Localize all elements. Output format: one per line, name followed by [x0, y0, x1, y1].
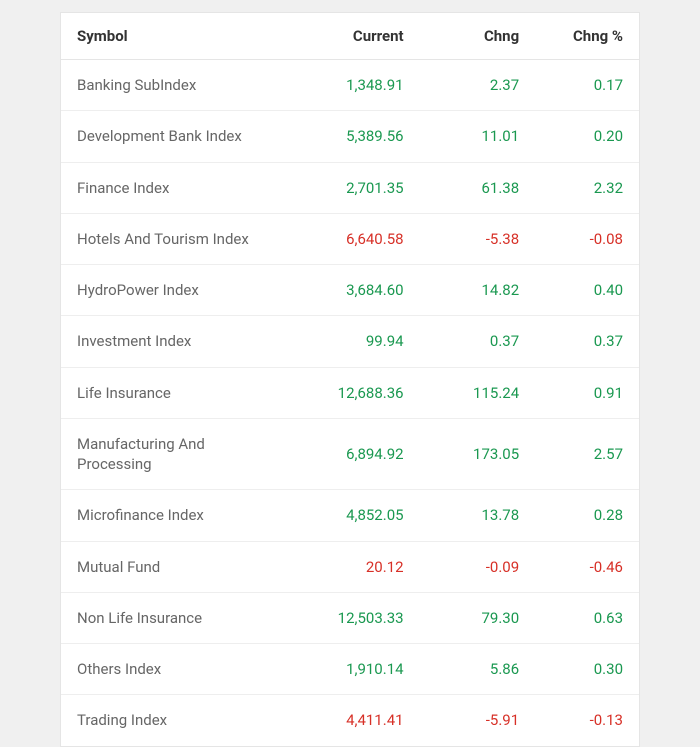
- table-row: Investment Index99.940.370.37: [61, 316, 639, 367]
- cell-chng-pct: -0.46: [529, 541, 639, 592]
- cell-chng: -5.91: [414, 695, 530, 746]
- cell-current: 1,910.14: [281, 644, 414, 695]
- cell-chng: 79.30: [414, 592, 530, 643]
- table-row: Hotels And Tourism Index6,640.58-5.38-0.…: [61, 213, 639, 264]
- cell-chng: -5.38: [414, 213, 530, 264]
- cell-current: 1,348.91: [281, 60, 414, 111]
- cell-chng: 14.82: [414, 265, 530, 316]
- cell-chng: 11.01: [414, 111, 530, 162]
- table-row: Banking SubIndex1,348.912.370.17: [61, 60, 639, 111]
- header-current: Current: [281, 13, 414, 60]
- cell-chng-pct: 2.57: [529, 418, 639, 490]
- cell-symbol: Trading Index: [61, 695, 281, 746]
- cell-chng: 13.78: [414, 490, 530, 541]
- cell-chng-pct: 0.17: [529, 60, 639, 111]
- cell-chng-pct: 0.37: [529, 316, 639, 367]
- cell-current: 4,852.05: [281, 490, 414, 541]
- table-row: Trading Index4,411.41-5.91-0.13: [61, 695, 639, 746]
- cell-chng: 173.05: [414, 418, 530, 490]
- table-row: Manufacturing And Processing6,894.92173.…: [61, 418, 639, 490]
- cell-current: 12,688.36: [281, 367, 414, 418]
- table-row: Microfinance Index4,852.0513.780.28: [61, 490, 639, 541]
- cell-chng-pct: 0.63: [529, 592, 639, 643]
- cell-chng-pct: 0.91: [529, 367, 639, 418]
- cell-chng-pct: 0.40: [529, 265, 639, 316]
- cell-symbol: Investment Index: [61, 316, 281, 367]
- table-row: Finance Index2,701.3561.382.32: [61, 162, 639, 213]
- header-symbol: Symbol: [61, 13, 281, 60]
- cell-current: 20.12: [281, 541, 414, 592]
- header-chng-pct: Chng %: [529, 13, 639, 60]
- index-table: Symbol Current Chng Chng % Banking SubIn…: [61, 13, 639, 746]
- cell-chng-pct: 0.30: [529, 644, 639, 695]
- table-row: Life Insurance12,688.36115.240.91: [61, 367, 639, 418]
- cell-chng: 115.24: [414, 367, 530, 418]
- table-header: Symbol Current Chng Chng %: [61, 13, 639, 60]
- cell-symbol: Microfinance Index: [61, 490, 281, 541]
- cell-chng: 5.86: [414, 644, 530, 695]
- cell-symbol: Mutual Fund: [61, 541, 281, 592]
- table-row: Others Index1,910.145.860.30: [61, 644, 639, 695]
- table-row: Development Bank Index5,389.5611.010.20: [61, 111, 639, 162]
- cell-chng: 2.37: [414, 60, 530, 111]
- cell-current: 6,894.92: [281, 418, 414, 490]
- cell-current: 6,640.58: [281, 213, 414, 264]
- index-table-container: Symbol Current Chng Chng % Banking SubIn…: [60, 12, 640, 747]
- cell-symbol: Banking SubIndex: [61, 60, 281, 111]
- cell-chng: 61.38: [414, 162, 530, 213]
- table-row: Mutual Fund20.12-0.09-0.46: [61, 541, 639, 592]
- table-row: Non Life Insurance12,503.3379.300.63: [61, 592, 639, 643]
- cell-current: 2,701.35: [281, 162, 414, 213]
- cell-symbol: Hotels And Tourism Index: [61, 213, 281, 264]
- cell-current: 12,503.33: [281, 592, 414, 643]
- table-body: Banking SubIndex1,348.912.370.17Developm…: [61, 60, 639, 746]
- cell-current: 5,389.56: [281, 111, 414, 162]
- cell-symbol: Manufacturing And Processing: [61, 418, 281, 490]
- cell-symbol: Non Life Insurance: [61, 592, 281, 643]
- cell-chng: -0.09: [414, 541, 530, 592]
- cell-symbol: Life Insurance: [61, 367, 281, 418]
- table-row: HydroPower Index3,684.6014.820.40: [61, 265, 639, 316]
- cell-symbol: Development Bank Index: [61, 111, 281, 162]
- cell-chng-pct: -0.08: [529, 213, 639, 264]
- cell-chng-pct: 0.20: [529, 111, 639, 162]
- cell-chng: 0.37: [414, 316, 530, 367]
- cell-current: 99.94: [281, 316, 414, 367]
- cell-symbol: HydroPower Index: [61, 265, 281, 316]
- cell-current: 3,684.60: [281, 265, 414, 316]
- cell-chng-pct: -0.13: [529, 695, 639, 746]
- cell-current: 4,411.41: [281, 695, 414, 746]
- cell-symbol: Others Index: [61, 644, 281, 695]
- cell-chng-pct: 2.32: [529, 162, 639, 213]
- header-chng: Chng: [414, 13, 530, 60]
- cell-chng-pct: 0.28: [529, 490, 639, 541]
- cell-symbol: Finance Index: [61, 162, 281, 213]
